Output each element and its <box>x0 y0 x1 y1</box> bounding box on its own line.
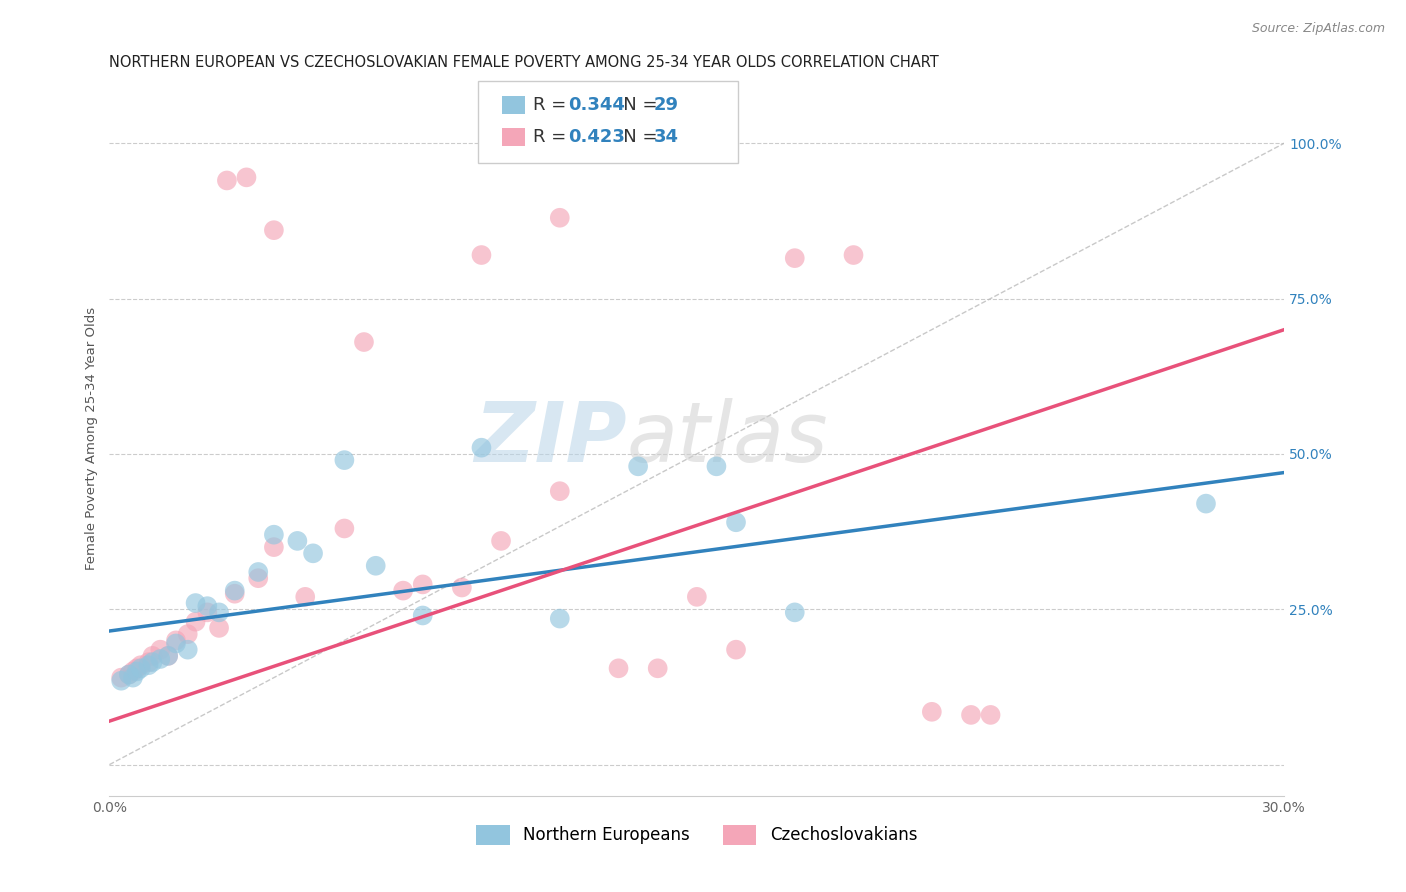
Legend: Northern Europeans, Czechoslovakians: Northern Europeans, Czechoslovakians <box>470 818 924 852</box>
Point <box>165 633 187 648</box>
Text: R =: R = <box>533 96 572 114</box>
Point <box>489 533 512 548</box>
Point <box>208 606 231 620</box>
Point <box>364 558 387 573</box>
Point <box>263 527 285 541</box>
Point <box>184 615 207 629</box>
Text: 29: 29 <box>654 96 679 114</box>
Point <box>470 248 492 262</box>
Point <box>118 667 141 681</box>
Point <box>208 621 231 635</box>
Point <box>110 673 132 688</box>
Y-axis label: Female Poverty Among 25-34 Year Olds: Female Poverty Among 25-34 Year Olds <box>86 307 98 570</box>
Point <box>921 705 943 719</box>
Point <box>129 661 152 675</box>
Point <box>118 667 141 681</box>
Point <box>287 533 309 548</box>
Point <box>235 170 257 185</box>
Point <box>263 540 285 554</box>
Point <box>215 173 238 187</box>
Point <box>195 606 218 620</box>
Point <box>842 248 865 262</box>
Point <box>125 665 148 679</box>
Text: 0.344: 0.344 <box>568 96 626 114</box>
Point <box>1195 497 1218 511</box>
Point <box>353 334 375 349</box>
Point <box>647 661 669 675</box>
Point <box>184 596 207 610</box>
Point <box>333 521 356 535</box>
Point <box>177 627 200 641</box>
Point <box>412 608 434 623</box>
Point <box>122 665 145 679</box>
Text: NORTHERN EUROPEAN VS CZECHOSLOVAKIAN FEMALE POVERTY AMONG 25-34 YEAR OLDS CORREL: NORTHERN EUROPEAN VS CZECHOSLOVAKIAN FEM… <box>110 55 939 70</box>
Point <box>302 546 325 560</box>
Point <box>451 581 474 595</box>
Point <box>783 251 806 265</box>
Point <box>548 211 571 225</box>
Point <box>333 453 356 467</box>
Point <box>960 707 983 722</box>
Text: R =: R = <box>533 128 572 146</box>
Point <box>157 648 180 663</box>
Point <box>686 590 709 604</box>
Point <box>129 658 152 673</box>
Point <box>724 642 747 657</box>
Point <box>125 661 148 675</box>
Point <box>177 642 200 657</box>
Point <box>263 223 285 237</box>
Text: N =: N = <box>606 96 664 114</box>
Point <box>706 459 728 474</box>
Point <box>607 661 630 675</box>
Point <box>138 658 160 673</box>
Point <box>294 590 316 604</box>
Point <box>149 652 172 666</box>
Point <box>980 707 1002 722</box>
Point <box>149 642 172 657</box>
Text: Source: ZipAtlas.com: Source: ZipAtlas.com <box>1251 22 1385 36</box>
Text: 34: 34 <box>654 128 679 146</box>
Point <box>138 655 160 669</box>
Point <box>141 648 163 663</box>
Point <box>195 599 218 614</box>
Point <box>627 459 650 474</box>
Text: atlas: atlas <box>626 398 828 479</box>
Point <box>110 671 132 685</box>
Point <box>165 636 187 650</box>
Point <box>247 565 270 579</box>
Text: ZIP: ZIP <box>474 398 626 479</box>
Point <box>392 583 415 598</box>
Point <box>247 571 270 585</box>
Text: 0.423: 0.423 <box>568 128 626 146</box>
Text: N =: N = <box>606 128 664 146</box>
Point <box>548 611 571 625</box>
Point <box>783 606 806 620</box>
Point <box>724 515 747 529</box>
Point <box>157 648 180 663</box>
Point <box>470 441 492 455</box>
Point <box>548 484 571 499</box>
Point <box>224 583 246 598</box>
Point <box>412 577 434 591</box>
Point <box>141 655 163 669</box>
Point <box>122 671 145 685</box>
Point <box>224 587 246 601</box>
